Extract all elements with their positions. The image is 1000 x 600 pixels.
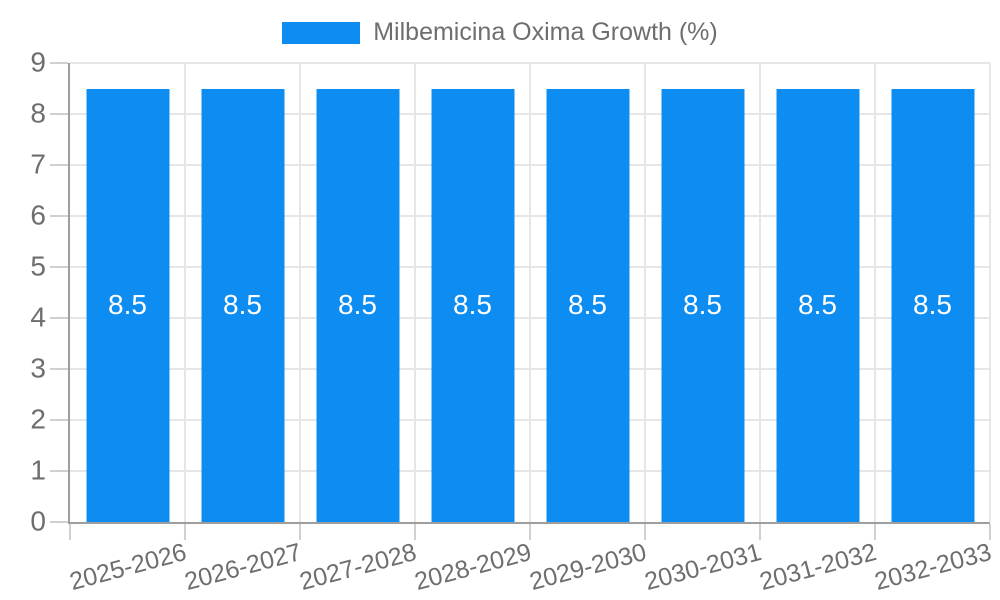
y-axis-tick-label: 6 [30, 199, 46, 231]
bar-value-label: 8.5 [568, 289, 607, 321]
x-axis-tick [874, 524, 876, 540]
x-axis-tick [529, 524, 531, 540]
bar[interactable]: 8.5 [776, 88, 859, 522]
bar-value-label: 8.5 [913, 289, 952, 321]
x-axis-tick-label: 2032-2033 [871, 538, 994, 596]
legend-series-label: Milbemicina Oxima Growth (%) [373, 18, 718, 46]
x-axis-tick-label: 2026-2027 [181, 538, 304, 596]
x-gridline [759, 63, 761, 522]
bar[interactable]: 8.5 [86, 88, 169, 522]
x-axis-tick [69, 524, 71, 540]
y-axis-tick [50, 317, 68, 320]
y-axis-tick [50, 164, 68, 166]
x-axis-tick-label: 2027-2028 [296, 538, 419, 596]
bar-value-label: 8.5 [683, 289, 722, 321]
y-axis-tick [50, 215, 68, 218]
x-axis-tick [299, 524, 301, 540]
y-axis-tick [50, 368, 68, 371]
y-axis-tick-label: 0 [30, 505, 46, 537]
y-axis-tick-label: 5 [30, 250, 46, 282]
legend-item[interactable]: Milbemicina Oxima Growth (%) [282, 18, 718, 47]
y-axis-tick [50, 470, 68, 473]
bar[interactable]: 8.5 [431, 88, 514, 522]
bar-value-label: 8.5 [453, 289, 492, 321]
y-axis-tick-label: 7 [30, 148, 46, 180]
y-axis-tick [50, 266, 68, 268]
x-gridline [989, 63, 991, 522]
bar[interactable]: 8.5 [316, 88, 399, 522]
x-axis-tick-label: 2031-2032 [756, 538, 879, 596]
y-axis-tick [50, 521, 68, 523]
x-axis-tick [644, 524, 646, 540]
y-axis-tick-label: 1 [30, 454, 46, 486]
bar[interactable]: 8.5 [546, 88, 629, 522]
bar-value-label: 8.5 [798, 289, 837, 321]
bar-value-label: 8.5 [108, 289, 147, 321]
x-gridline [529, 63, 531, 522]
x-gridline [184, 63, 186, 522]
y-axis-tick-label: 2 [30, 403, 46, 435]
chart-legend: Milbemicina Oxima Growth (%) [0, 18, 1000, 47]
x-axis-tick [759, 524, 761, 540]
y-axis-tick-label: 8 [30, 97, 46, 129]
y-axis-tick-label: 9 [30, 46, 46, 78]
bar-value-label: 8.5 [223, 289, 262, 321]
y-axis-tick [50, 419, 68, 422]
legend-color-swatch [282, 21, 361, 44]
y-axis-tick [50, 113, 68, 116]
x-axis-tick-label: 2025-2026 [66, 538, 189, 596]
bar-value-label: 8.5 [338, 289, 377, 321]
plot-area: 0 1 2 3 4 5 6 7 8 9 8.5 2025-2026 8.5 2026-2027 8.5 202… [30, 48, 993, 596]
y-axis-tick-label: 4 [30, 301, 46, 333]
x-gridline [644, 63, 646, 522]
x-gridline [874, 63, 876, 522]
x-axis-tick [989, 524, 991, 540]
x-axis-tick [184, 524, 186, 540]
y-axis-tick [50, 62, 68, 64]
x-axis-tick-label: 2028-2029 [411, 538, 534, 596]
x-gridline [414, 63, 416, 522]
x-axis-tick-label: 2030-2031 [641, 538, 764, 596]
x-gridline [299, 63, 301, 522]
x-axis-tick-label: 2029-2030 [526, 538, 649, 596]
y-axis-tick-label: 3 [30, 352, 46, 384]
x-axis-tick [414, 524, 416, 540]
bar[interactable]: 8.5 [661, 88, 744, 522]
bar[interactable]: 8.5 [891, 88, 974, 522]
bar[interactable]: 8.5 [201, 88, 284, 522]
